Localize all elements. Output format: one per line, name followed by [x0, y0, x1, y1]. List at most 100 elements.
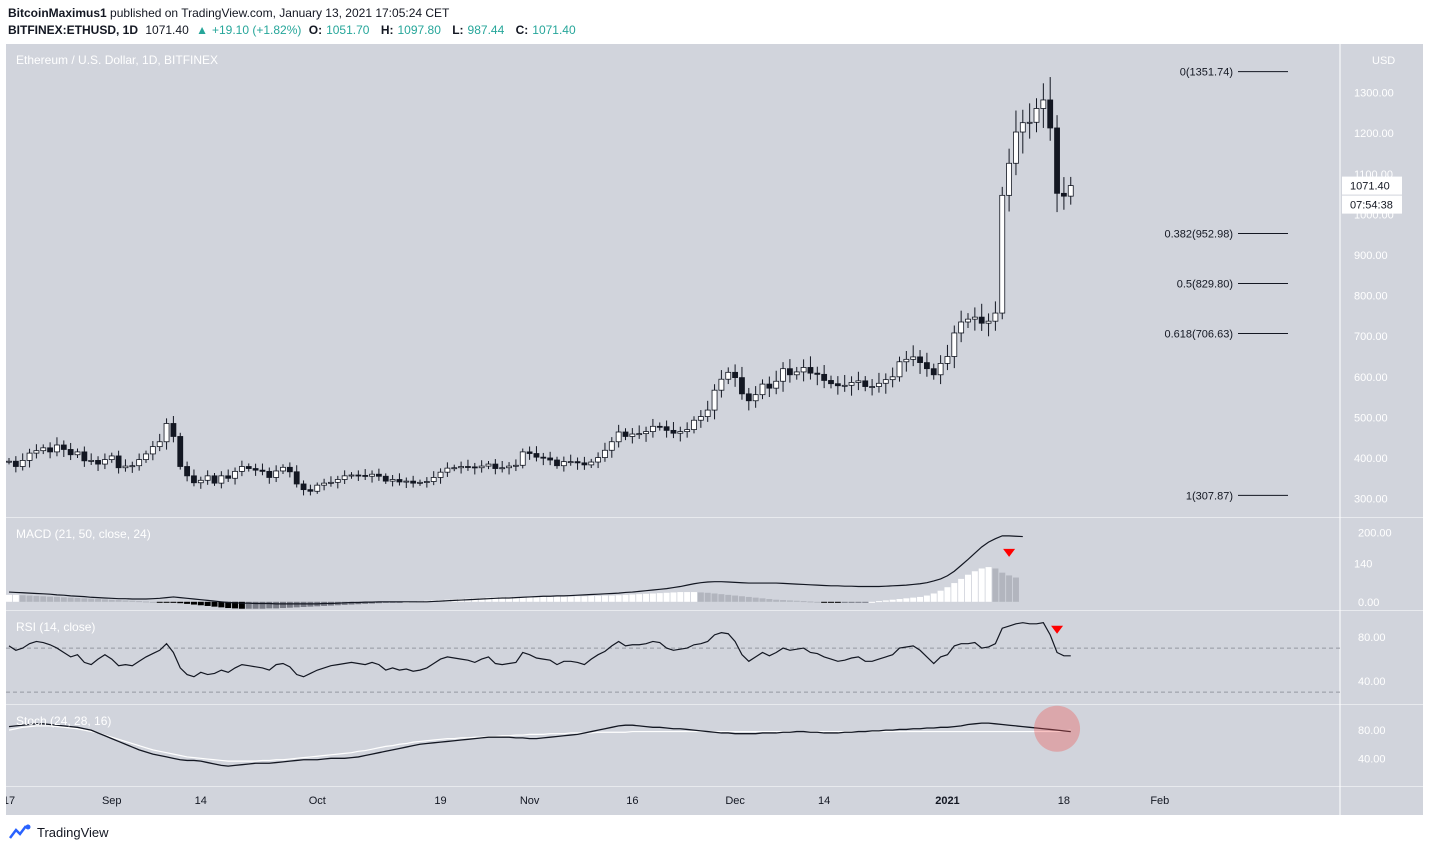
candle-body: [862, 380, 869, 387]
macd-histogram-bar: [944, 587, 951, 602]
macd-histogram-bar: [12, 594, 19, 602]
candle-body: [780, 368, 786, 382]
macd-histogram-bar: [122, 600, 129, 602]
macd-histogram-bar: [348, 601, 355, 605]
chart-frame[interactable]: Ethereum / U.S. Dollar, 1D, BITFINEX USD 3…: [3, 44, 1423, 815]
candle-body: [752, 394, 759, 402]
time-tick-label: 17: [6, 795, 15, 807]
stoch-title: Stoch (24, 28, 16): [16, 714, 111, 728]
macd-histogram-bar: [74, 597, 81, 602]
macd-title: MACD (21, 50, close, 24): [16, 527, 151, 541]
time-axis: [6, 787, 1423, 815]
time-tick-label: 14: [818, 795, 830, 807]
candle-body: [917, 356, 923, 363]
candle-body: [437, 471, 444, 478]
macd-histogram-bar: [745, 596, 752, 602]
candle-body: [814, 372, 821, 375]
macd-histogram-bar: [47, 596, 54, 602]
candle-body: [197, 479, 204, 484]
macd-histogram-bar: [218, 601, 225, 608]
macd-histogram-bar: [793, 600, 800, 602]
open-label: O:: [308, 23, 323, 37]
macd-histogram-bar: [923, 595, 930, 602]
macd-histogram-bar: [526, 596, 533, 602]
candle-body: [328, 481, 334, 484]
candle-body: [622, 431, 629, 437]
macd-histogram-bar: [965, 574, 971, 602]
macd-histogram-bar: [266, 601, 273, 609]
candle-body: [554, 459, 560, 467]
pane-0-background: [6, 44, 1340, 518]
symbol-label: BITFINEX:ETHUSD, 1D: [8, 23, 139, 37]
macd-histogram-bar: [608, 595, 615, 602]
macd-histogram-bar: [1006, 575, 1013, 602]
candle-body: [526, 451, 533, 454]
candle-body: [595, 457, 601, 463]
low-value: 987.44: [467, 23, 505, 37]
candle-body: [841, 384, 848, 387]
candle-body: [115, 455, 122, 469]
candle-body: [149, 446, 156, 455]
macd-histogram-bar: [629, 594, 636, 602]
macd-histogram-bar: [197, 601, 204, 606]
candle-body: [677, 431, 684, 434]
candle-body: [971, 316, 978, 320]
macd-histogram-bar: [492, 597, 499, 602]
pane-0-price-axis: [1340, 44, 1423, 518]
macd-histogram-bar: [519, 596, 526, 602]
candle-body: [889, 376, 896, 381]
candle-body: [355, 474, 362, 477]
candle-body: [266, 470, 273, 478]
candle-body: [602, 449, 608, 458]
candle-body: [403, 480, 410, 483]
macd-histogram-bar: [999, 572, 1006, 602]
footer-brand[interactable]: TradingView: [8, 824, 109, 840]
price-tick-label: 300.00: [1354, 494, 1388, 506]
candle-body: [663, 426, 670, 431]
candle-body: [300, 483, 307, 491]
macd-histogram-bar: [286, 601, 293, 608]
candle-body: [321, 482, 328, 486]
candle-body: [12, 460, 19, 467]
macd-histogram-bar: [615, 595, 622, 602]
time-tick-label: 19: [434, 795, 446, 807]
candle-body: [163, 423, 170, 443]
candle-body: [74, 451, 81, 456]
macd-histogram-bar: [951, 583, 958, 602]
macd-histogram-bar: [834, 601, 841, 603]
candle-body: [6, 460, 12, 463]
candle-body: [95, 460, 101, 465]
publish-date: published on TradingView.com, January 13…: [110, 6, 450, 20]
candle-body: [47, 447, 53, 453]
candle-body: [958, 321, 965, 334]
macd-histogram-bar: [958, 578, 965, 602]
macd-histogram-bar: [533, 596, 540, 602]
macd-histogram-bar: [588, 595, 595, 602]
macd-histogram-bar: [937, 590, 944, 602]
candle-body: [33, 450, 40, 454]
candle-body: [992, 312, 999, 322]
candle-body: [978, 316, 985, 324]
macd-histogram-bar: [60, 597, 67, 602]
candle-body: [1026, 121, 1033, 124]
macd-histogram-bar: [101, 599, 108, 602]
time-tick-label: Nov: [520, 795, 540, 807]
macd-histogram-bar: [862, 601, 869, 603]
publisher-name[interactable]: BitcoinMaximus1: [8, 6, 107, 20]
macd-histogram-bar: [232, 601, 239, 609]
candle-body: [1067, 185, 1074, 197]
tradingview-chart[interactable]: Ethereum / U.S. Dollar, 1D, BITFINEX USD 3…: [3, 44, 1423, 815]
macd-histogram-bar: [26, 595, 33, 602]
candle-body: [725, 371, 732, 380]
candle-body: [232, 470, 238, 479]
macd-histogram-bar: [238, 601, 245, 609]
macd-histogram-bar: [143, 601, 149, 603]
macd-histogram-bar: [280, 601, 286, 609]
candle-body: [1019, 122, 1026, 133]
pane-2-background: [6, 611, 1340, 705]
candle-body: [629, 433, 636, 437]
macd-histogram-bar: [1012, 577, 1019, 602]
candle-body: [211, 475, 218, 484]
price-tick-label: 700.00: [1354, 331, 1388, 343]
fib-level-label: 0.382(952.98): [1165, 229, 1234, 241]
